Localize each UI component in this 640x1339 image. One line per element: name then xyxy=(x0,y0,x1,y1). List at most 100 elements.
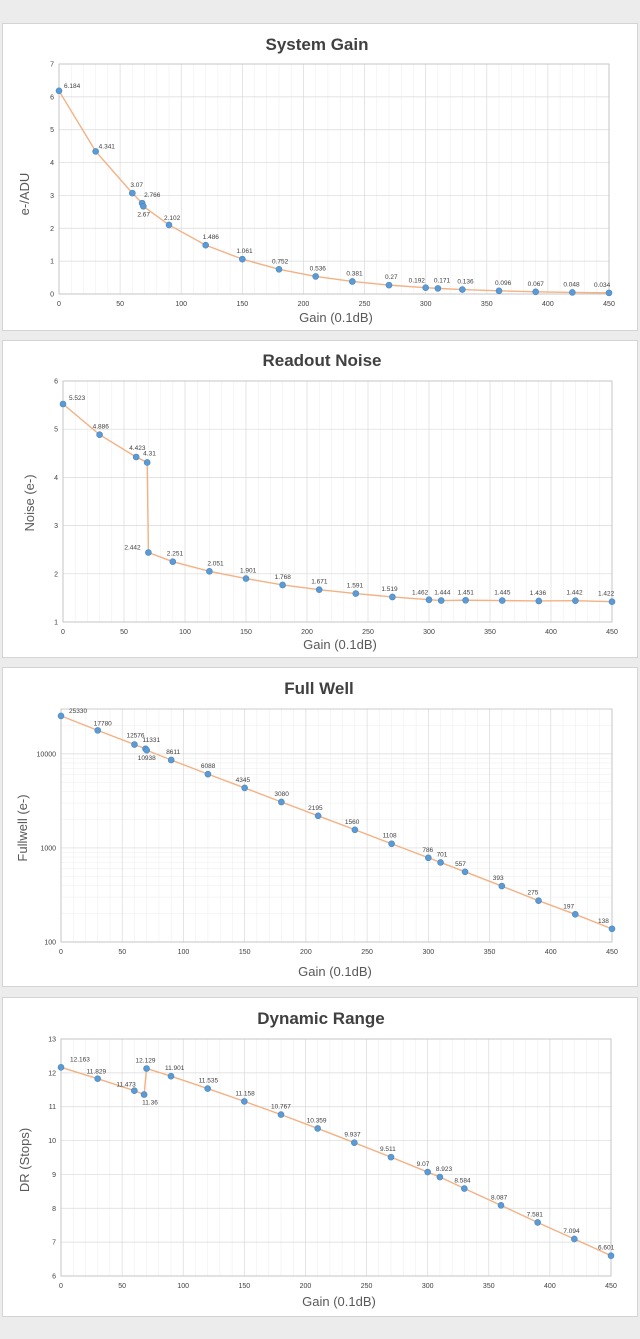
data-point xyxy=(145,549,152,556)
y-tick-label: 2 xyxy=(50,226,54,233)
x-tick-label: 400 xyxy=(544,1283,556,1290)
x-tick-label: 250 xyxy=(361,949,373,956)
data-point xyxy=(459,286,466,293)
data-point xyxy=(497,1202,505,1209)
data-point xyxy=(96,431,103,438)
y-tick-label: 3 xyxy=(54,523,58,530)
data-point xyxy=(165,221,173,229)
data-point xyxy=(462,596,469,604)
x-tick-label: 250 xyxy=(361,1283,373,1290)
data-label: 12.129 xyxy=(136,1057,156,1064)
y-tick-label: 2 xyxy=(54,571,58,578)
data-point xyxy=(131,741,138,748)
data-point xyxy=(608,598,616,605)
y-tick-label: 1 xyxy=(54,620,58,627)
x-tick-label: 450 xyxy=(605,1283,617,1290)
x-tick-label: 450 xyxy=(606,949,618,956)
chart-panel-dynamic-range: Dynamic Range 12.163 11.829 11.473 11.36 12.… xyxy=(2,997,638,1317)
data-label: 1.671 xyxy=(311,579,328,586)
x-tick-label: 450 xyxy=(606,629,618,636)
data-point xyxy=(349,278,356,285)
x-tick-label: 350 xyxy=(481,301,493,308)
data-label: 0.067 xyxy=(528,281,545,288)
data-point xyxy=(278,798,285,806)
x-tick-label: 0 xyxy=(59,1283,63,1290)
data-label: 0.381 xyxy=(346,270,363,277)
data-label: 11331 xyxy=(142,737,160,744)
series-line xyxy=(58,90,610,294)
data-label: 1.445 xyxy=(494,590,511,597)
data-point xyxy=(534,1219,541,1226)
x-tick-label: 100 xyxy=(175,301,187,308)
y-tick-label: 4 xyxy=(50,160,54,167)
data-point xyxy=(94,1075,101,1082)
data-point xyxy=(535,897,542,904)
data-label: 11.473 xyxy=(116,1082,136,1089)
x-tick-label: 350 xyxy=(484,629,496,636)
data-point xyxy=(437,859,444,866)
data-label: 0.171 xyxy=(434,277,451,284)
data-label: 2195 xyxy=(308,805,323,812)
data-point xyxy=(422,284,429,291)
y-tick-label: 5 xyxy=(54,427,58,434)
x-tick-label: 50 xyxy=(120,629,128,636)
data-label: 0.048 xyxy=(563,281,580,288)
y-tick-label: 13 xyxy=(48,1037,56,1044)
data-point xyxy=(241,784,248,792)
data-label: 2.251 xyxy=(167,551,184,558)
data-label: 8.087 xyxy=(491,1194,508,1201)
data-label: 0.034 xyxy=(594,282,611,289)
data-label: 138 xyxy=(598,918,609,925)
data-point xyxy=(314,812,322,820)
data-point xyxy=(241,1098,248,1105)
data-label: 0.752 xyxy=(272,258,289,265)
data-point xyxy=(425,854,432,862)
data-point xyxy=(57,1064,65,1071)
plot-area-frame xyxy=(58,63,610,295)
data-point xyxy=(55,87,63,95)
x-tick-label: 300 xyxy=(422,1283,434,1290)
data-point xyxy=(312,273,319,280)
data-label: 1.768 xyxy=(275,574,292,581)
data-point xyxy=(314,1125,321,1132)
y-tick-label: 100 xyxy=(44,940,56,947)
x-tick-label: 150 xyxy=(239,949,251,956)
data-label: 2.442 xyxy=(124,544,141,551)
y-tick-label: 9 xyxy=(52,1172,56,1179)
data-label: 10.767 xyxy=(271,1104,291,1111)
series-line xyxy=(62,403,613,603)
x-tick-label: 50 xyxy=(118,949,126,956)
x-tick-label: 150 xyxy=(236,301,248,308)
data-label: 11.829 xyxy=(87,1069,107,1076)
y-tick-label: 3 xyxy=(50,193,54,200)
y-tick-label: 7 xyxy=(52,1240,56,1247)
x-tick-label: 250 xyxy=(359,301,371,308)
data-label: 4.31 xyxy=(143,450,156,457)
plot-area-frame xyxy=(60,1038,612,1277)
data-label: 0.096 xyxy=(495,280,512,287)
x-tick-label: 150 xyxy=(238,1283,250,1290)
x-tick-label: 0 xyxy=(61,629,65,636)
x-tick-label: 50 xyxy=(116,301,124,308)
data-point xyxy=(57,712,65,720)
data-point xyxy=(498,597,506,604)
data-point xyxy=(275,265,283,273)
data-label: 557 xyxy=(455,861,466,868)
x-tick-label: 450 xyxy=(603,301,615,308)
data-point xyxy=(605,289,613,297)
data-label: 1.901 xyxy=(240,568,257,575)
data-label: 4345 xyxy=(236,777,251,784)
data-label: 4.423 xyxy=(129,445,146,452)
data-label: 6.184 xyxy=(64,83,81,90)
data-label: 1560 xyxy=(345,819,360,826)
y-tick-label: 7 xyxy=(50,62,54,69)
data-point xyxy=(434,285,442,292)
data-point xyxy=(572,597,579,604)
data-label: 1.462 xyxy=(412,590,429,597)
data-label: 393 xyxy=(493,875,504,882)
y-axis-title: DR (Stops) xyxy=(17,1128,32,1192)
data-point xyxy=(140,202,147,210)
x-tick-label: 0 xyxy=(57,301,61,308)
x-tick-label: 100 xyxy=(178,949,190,956)
